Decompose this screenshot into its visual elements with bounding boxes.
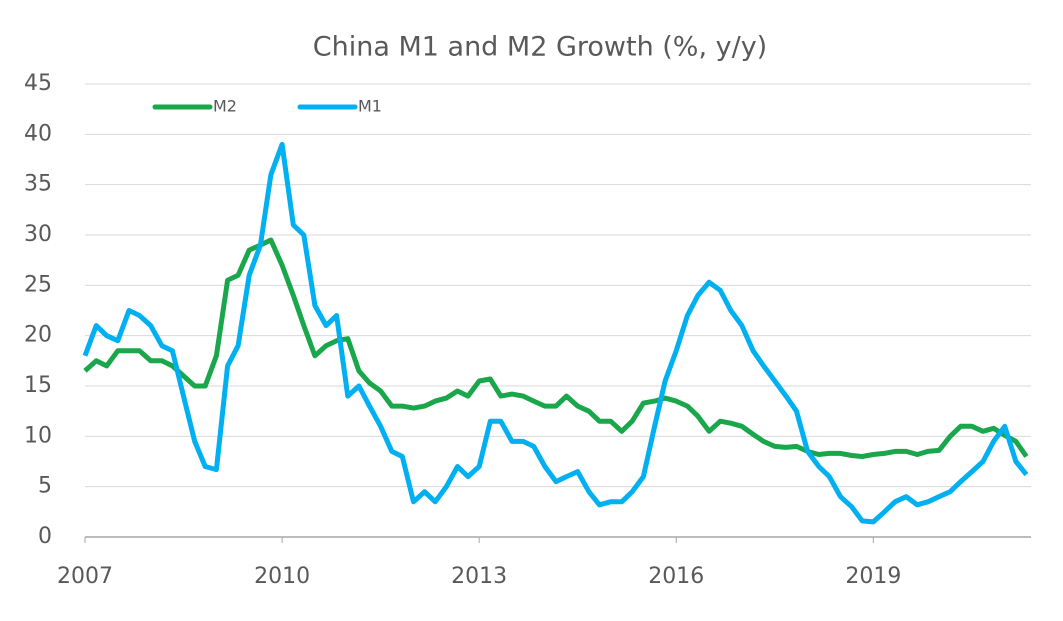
y-tick-label: 40 xyxy=(24,121,52,146)
x-tick-label: 2019 xyxy=(845,564,901,589)
chart-title: China M1 and M2 Growth (%, y/y) xyxy=(313,32,767,63)
series-line xyxy=(83,237,1029,459)
x-tick-label: 2010 xyxy=(254,564,310,589)
series-line xyxy=(82,141,1029,525)
legend-label: M2 xyxy=(213,97,237,116)
y-tick-label: 0 xyxy=(38,524,52,549)
y-tick-label: 5 xyxy=(38,474,52,499)
y-tick-label: 35 xyxy=(24,172,52,197)
legend-label: M1 xyxy=(358,97,382,116)
y-tick-label: 15 xyxy=(24,373,52,398)
y-tick-label: 30 xyxy=(24,222,52,247)
y-tick-label: 45 xyxy=(24,71,52,96)
y-tick-label: 10 xyxy=(24,423,52,448)
y-tick-label: 20 xyxy=(24,323,52,348)
y-tick-label: 25 xyxy=(24,272,52,297)
x-tick-label: 2016 xyxy=(648,564,704,589)
x-tick-label: 2007 xyxy=(57,564,113,589)
x-tick-label: 2013 xyxy=(451,564,507,589)
